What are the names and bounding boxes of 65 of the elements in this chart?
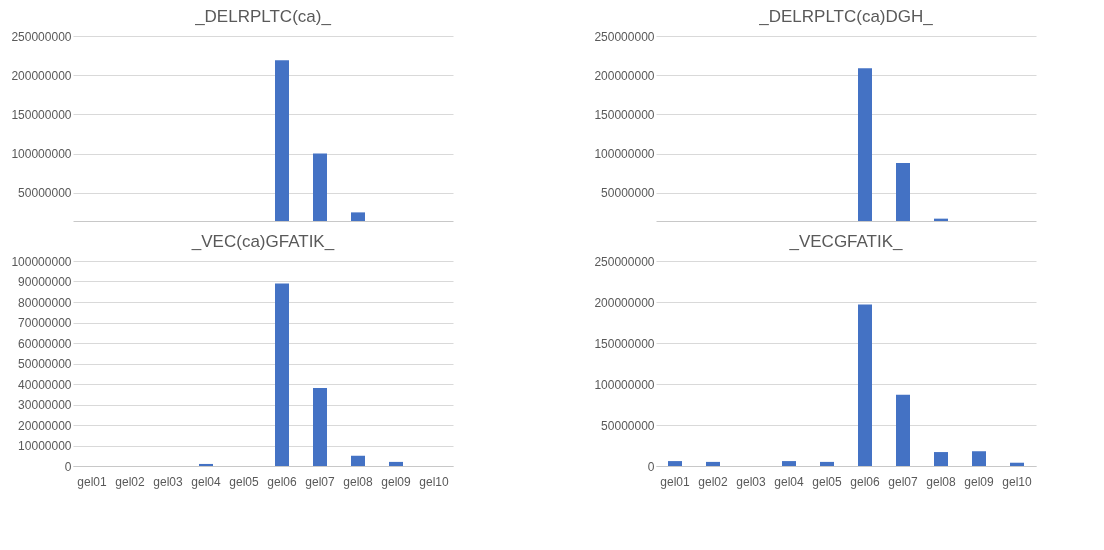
x-tick-label: gel01 bbox=[660, 474, 690, 489]
y-tick-label: 80000000 bbox=[18, 295, 72, 310]
x-tick-label: gel08 bbox=[926, 474, 956, 489]
x-tick-label: gel09 bbox=[964, 474, 994, 489]
bar bbox=[389, 461, 403, 466]
bar bbox=[275, 283, 289, 466]
y-tick-label: 30000000 bbox=[18, 398, 72, 412]
x-tick-label: gel04 bbox=[191, 474, 221, 489]
x-tick-label: gel04 bbox=[774, 474, 804, 489]
y-tick-label: 250000000 bbox=[594, 29, 655, 44]
x-tick-label: gel02 bbox=[698, 474, 728, 489]
y-tick-label: 150000000 bbox=[594, 336, 655, 351]
y-tick-label: 100000000 bbox=[594, 377, 655, 392]
x-tick-label: gel01 bbox=[77, 474, 107, 489]
bar bbox=[313, 388, 327, 466]
y-tick-label: 250000000 bbox=[11, 29, 72, 44]
y-tick-label: 70000000 bbox=[18, 316, 72, 330]
x-tick-label: gel03 bbox=[153, 474, 183, 489]
y-tick-label: 20000000 bbox=[18, 418, 72, 433]
bar bbox=[858, 304, 872, 466]
y-tick-label: 150000000 bbox=[11, 107, 72, 122]
bar bbox=[972, 451, 986, 466]
bar bbox=[934, 452, 948, 466]
y-tick-label: 60000000 bbox=[18, 336, 72, 351]
bar bbox=[351, 455, 365, 466]
x-tick-label: gel07 bbox=[305, 474, 335, 489]
x-tick-label: gel06 bbox=[267, 474, 297, 489]
y-tick-label: 40000000 bbox=[18, 377, 72, 392]
y-tick-label: 0 bbox=[647, 459, 655, 474]
x-tick-label: gel05 bbox=[812, 474, 842, 489]
y-tick-label: 200000000 bbox=[594, 295, 655, 310]
y-tick-label: 150000000 bbox=[594, 107, 655, 122]
x-tick-label: gel06 bbox=[850, 474, 880, 489]
y-tick-label: 0 bbox=[64, 459, 72, 474]
x-tick-label: gel03 bbox=[736, 474, 766, 489]
x-tick-label: gel10 bbox=[419, 474, 449, 489]
y-tick-label: 90000000 bbox=[18, 275, 72, 289]
bar bbox=[1010, 462, 1024, 466]
x-tick-label: gel05 bbox=[229, 474, 259, 489]
y-tick-label: 100000000 bbox=[594, 147, 655, 162]
x-tick-label: gel10 bbox=[1002, 474, 1032, 489]
y-tick-label: 50000000 bbox=[601, 418, 655, 433]
bar bbox=[820, 461, 834, 466]
x-tick-label: gel08 bbox=[343, 474, 373, 489]
bar bbox=[896, 394, 910, 466]
chart-title: _DELRPLTC(ca)DGH_ bbox=[758, 7, 934, 26]
y-tick-label: 50000000 bbox=[18, 186, 72, 201]
chart-title: _VECGFATIK_ bbox=[788, 232, 904, 251]
y-tick-label: 200000000 bbox=[594, 68, 655, 83]
y-tick-label: 100000000 bbox=[11, 147, 72, 162]
chart-title: _VEC(ca)GFATIK_ bbox=[190, 232, 335, 251]
bar bbox=[706, 461, 720, 466]
bar bbox=[199, 463, 213, 466]
y-tick-label: 10000000 bbox=[18, 439, 72, 453]
y-tick-label: 250000000 bbox=[594, 254, 655, 269]
chart-title: _DELRPLTC(ca)_ bbox=[194, 7, 332, 26]
y-tick-label: 200000000 bbox=[11, 68, 72, 83]
bar bbox=[782, 461, 796, 466]
y-tick-label: 100000000 bbox=[11, 254, 72, 269]
x-tick-label: gel09 bbox=[381, 474, 411, 489]
y-tick-label: 50000000 bbox=[18, 357, 72, 371]
x-tick-label: gel02 bbox=[115, 474, 145, 489]
y-tick-label: 50000000 bbox=[601, 186, 655, 201]
x-tick-label: gel07 bbox=[888, 474, 918, 489]
bar bbox=[668, 461, 682, 466]
